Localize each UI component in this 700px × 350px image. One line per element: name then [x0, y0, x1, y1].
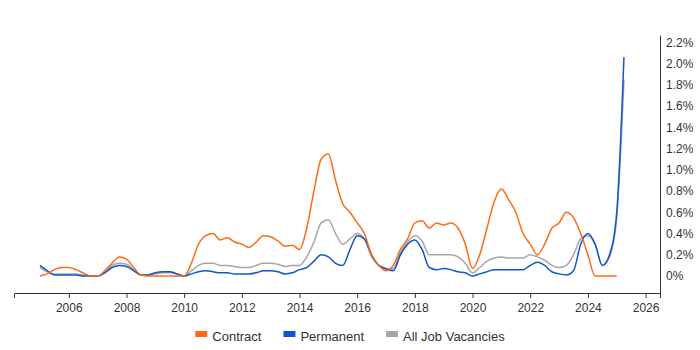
x-tick-label: 2022: [517, 301, 544, 315]
x-tick-label: 2012: [229, 301, 256, 315]
x-tick-mark: [588, 293, 589, 298]
legend: Contract Permanent All Job Vacancies: [195, 329, 505, 344]
legend-label: All Job Vacancies: [403, 329, 505, 344]
x-tick: 2014: [287, 293, 314, 315]
y-tick-label: 2.0%: [666, 57, 694, 71]
x-tick-mark: [530, 293, 531, 298]
series-line: [40, 80, 624, 276]
y-tick-label: 0.4%: [666, 227, 694, 241]
x-axis-line: [15, 294, 661, 299]
x-tick: 2024: [575, 293, 602, 315]
x-tick: 2012: [229, 293, 256, 315]
y-tick: 1.8%: [660, 78, 694, 92]
series-line: [40, 57, 624, 276]
y-tick: 2.0%: [660, 57, 694, 71]
legend-item: All Job Vacancies: [386, 329, 505, 344]
y-tick: 0.6%: [660, 206, 694, 220]
y-tick-label: 0%: [666, 269, 684, 283]
y-tick: 1.6%: [660, 99, 694, 113]
legend-item: Contract: [195, 329, 262, 344]
x-tick-mark: [646, 293, 647, 298]
x-tick: 2018: [402, 293, 429, 315]
y-tick: 0.2%: [660, 248, 694, 262]
x-tick-mark: [300, 293, 301, 298]
y-tick-label: 2.2%: [666, 36, 694, 50]
x-tick-mark: [69, 293, 70, 298]
x-tick-label: 2014: [287, 301, 314, 315]
y-tick: 0.8%: [660, 184, 694, 198]
y-tick: 1.0%: [660, 163, 694, 177]
x-tick: 2026: [633, 293, 660, 315]
y-tick-label: 1.6%: [666, 99, 694, 113]
x-tick: 2016: [344, 293, 371, 315]
x-tick-label: 2006: [56, 301, 83, 315]
series-line: [40, 154, 617, 276]
y-axis-line: [660, 36, 661, 294]
y-tick-label: 0.2%: [666, 248, 694, 262]
y-tick-label: 1.2%: [666, 142, 694, 156]
y-tick-label: 0.8%: [666, 184, 694, 198]
y-tick-label: 1.4%: [666, 121, 694, 135]
y-tick: 2.2%: [660, 36, 694, 50]
x-tick-mark: [242, 293, 243, 298]
x-tick-mark: [415, 293, 416, 298]
x-tick: 2008: [114, 293, 141, 315]
chart: 2006 2008 2010 2012 2014 2016 2018 2020 2022 2024…: [0, 0, 700, 350]
legend-item: Permanent: [283, 329, 364, 344]
x-tick: 2010: [171, 293, 198, 315]
y-tick: 1.2%: [660, 142, 694, 156]
x-tick-label: 2008: [114, 301, 141, 315]
x-tick-label: 2018: [402, 301, 429, 315]
x-tick-mark: [184, 293, 185, 298]
legend-swatch: [386, 331, 398, 337]
x-tick-mark: [126, 293, 127, 298]
x-tick-mark: [473, 293, 474, 298]
y-tick-label: 1.0%: [666, 163, 694, 177]
x-tick-label: 2010: [171, 301, 198, 315]
y-tick-label: 0.6%: [666, 206, 694, 220]
y-axis: 0% 0.2% 0.4% 0.6% 0.8% 1.0% 1.2% 1.4% 1.6% 1.8% 2.…: [660, 36, 694, 294]
x-tick: 2006: [56, 293, 83, 315]
y-tick: 1.4%: [660, 121, 694, 135]
legend-swatch: [283, 331, 295, 337]
x-tick: 2022: [517, 293, 544, 315]
y-tick-label: 1.8%: [666, 78, 694, 92]
x-tick-label: 2026: [633, 301, 660, 315]
x-tick-label: 2016: [344, 301, 371, 315]
legend-swatch: [195, 331, 207, 337]
x-tick-mark: [357, 293, 358, 298]
x-axis: 2006 2008 2010 2012 2014 2016 2018 2020 2022 2024…: [15, 293, 661, 315]
y-tick: 0%: [660, 269, 684, 283]
legend-label: Permanent: [300, 329, 364, 344]
y-tick: 0.4%: [660, 227, 694, 241]
x-tick-label: 2024: [575, 301, 602, 315]
legend-label: Contract: [212, 329, 262, 344]
x-tick: 2020: [460, 293, 487, 315]
lines: [40, 57, 624, 276]
x-tick-label: 2020: [460, 301, 487, 315]
